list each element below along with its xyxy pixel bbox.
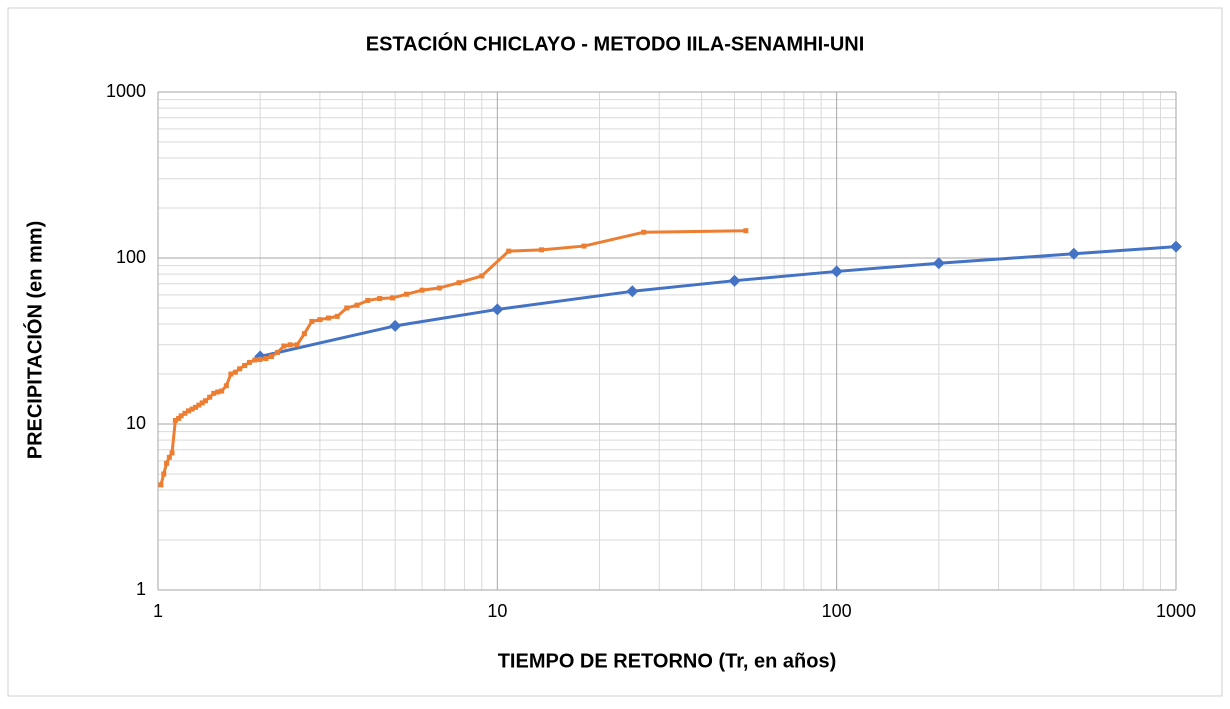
x-tick-label: 100 xyxy=(822,601,852,621)
point xyxy=(176,415,182,421)
point xyxy=(215,389,221,395)
x-tick-label: 10 xyxy=(487,601,507,621)
point xyxy=(158,482,164,488)
point xyxy=(199,400,205,406)
point xyxy=(275,349,281,355)
y-tick-label: 1 xyxy=(136,579,146,599)
point xyxy=(344,305,350,311)
point xyxy=(626,285,639,298)
point xyxy=(166,454,172,460)
point xyxy=(207,394,213,400)
point xyxy=(257,356,263,362)
point xyxy=(436,285,442,291)
point xyxy=(419,287,425,293)
chart-title: ESTACIÓN CHICLAYO - METODO IILA-SENAMHI-… xyxy=(366,31,865,55)
point xyxy=(506,248,512,254)
y-axis-label: PRECIPITACIÓN (en mm) xyxy=(22,221,46,460)
grid xyxy=(157,91,1177,591)
x-tick-label: 1 xyxy=(153,601,163,621)
point xyxy=(228,371,234,377)
point xyxy=(479,273,485,279)
point xyxy=(390,295,396,301)
point xyxy=(268,354,274,360)
point xyxy=(354,302,360,308)
point xyxy=(377,296,383,302)
point xyxy=(539,247,545,253)
point xyxy=(281,343,287,349)
point xyxy=(581,243,587,249)
point xyxy=(242,363,248,369)
point xyxy=(309,318,315,324)
point xyxy=(334,313,340,319)
point xyxy=(202,398,208,404)
point xyxy=(830,265,843,278)
y-tick-label: 100 xyxy=(116,247,146,267)
point xyxy=(491,303,504,316)
point xyxy=(456,280,462,286)
point xyxy=(161,471,167,477)
point xyxy=(263,356,269,362)
point xyxy=(252,357,258,363)
point xyxy=(294,342,300,348)
point xyxy=(404,291,410,297)
point xyxy=(211,390,217,396)
point xyxy=(164,460,170,466)
point xyxy=(317,317,323,323)
point xyxy=(196,402,202,408)
point xyxy=(325,315,331,321)
point xyxy=(223,383,229,389)
x-axis-label: TIEMPO DE RETORNO (Tr, en años) xyxy=(498,650,837,672)
point xyxy=(189,406,195,412)
point xyxy=(743,228,749,234)
point xyxy=(193,404,199,410)
y-tick-label: 10 xyxy=(126,413,146,433)
point xyxy=(1170,240,1182,253)
point xyxy=(237,366,243,372)
point xyxy=(169,450,175,456)
x-tick-label: 1000 xyxy=(1156,601,1196,621)
point xyxy=(301,331,307,337)
point xyxy=(932,257,945,270)
point xyxy=(1067,247,1080,260)
point xyxy=(182,410,188,416)
point xyxy=(178,413,184,419)
point xyxy=(172,417,178,423)
point xyxy=(389,319,402,332)
chart-border xyxy=(7,7,1223,697)
y-tick-label: 1000 xyxy=(106,81,146,101)
point xyxy=(232,369,238,375)
point xyxy=(365,297,371,303)
point xyxy=(219,388,225,394)
point xyxy=(246,359,252,365)
point xyxy=(728,274,741,287)
point xyxy=(641,229,647,235)
point xyxy=(186,408,192,414)
point xyxy=(287,342,293,348)
